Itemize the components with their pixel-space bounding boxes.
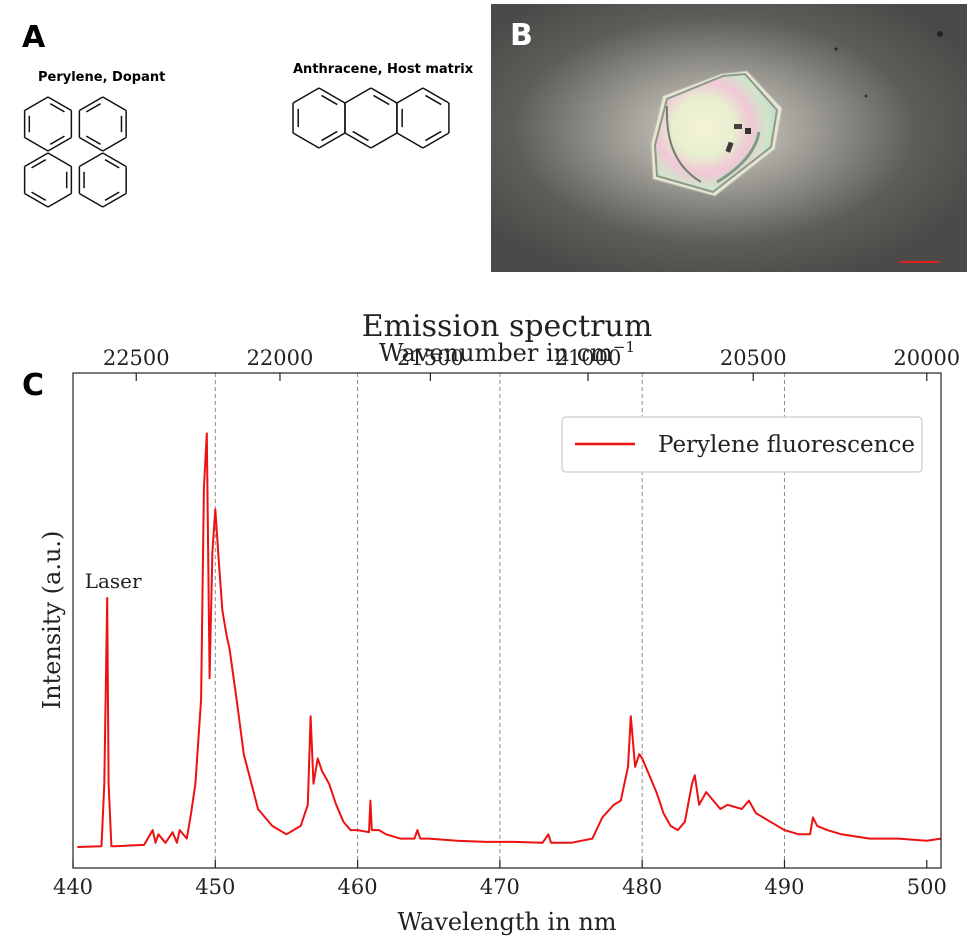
top-tick-label: 21500 [397,346,464,370]
bond [102,136,127,152]
bond [370,132,398,149]
laser-annotation: Laser [85,569,142,593]
double-bond [373,94,390,106]
bond [102,152,127,168]
double-bond [31,191,47,201]
perylene-structure [23,96,127,208]
secondary-axis-label: Wavenumber in cm−1 [379,338,635,367]
top-tick-label: 22000 [247,346,314,370]
plot-frame [72,372,942,869]
bond [102,192,127,208]
series-perylene-fluorescence-line [77,432,942,848]
molecule-structures [23,87,450,208]
double-bond [104,191,120,201]
panel-c-letter: C [22,368,45,403]
bond [47,152,72,168]
x-tick-label: 490 [764,875,804,899]
double-bond [31,159,47,169]
legend-label: Perylene fluorescence [658,432,915,458]
top-tick-label: 22500 [103,346,170,370]
double-bond [85,103,101,113]
bond [47,192,72,208]
double-bond [321,94,338,106]
bond [422,87,450,104]
bond [24,96,49,112]
bond [102,96,127,112]
double-bond [49,103,65,113]
bond [422,132,450,149]
perylene-label: Perylene, Dopant [38,70,166,85]
x-tick-label: 480 [622,875,662,899]
x-tick-label: 440 [53,875,93,899]
legend: Perylene fluorescence [561,416,923,473]
bond [292,87,320,104]
double-bond [425,94,442,106]
bond [370,87,398,104]
anthracene-structure [292,87,450,149]
x-tick-label: 450 [195,875,235,899]
bond [292,132,320,149]
panel-a-letter: A [22,20,46,55]
x-axis-label: Wavelength in nm [397,908,616,936]
grid-lines [214,373,785,868]
bond [24,192,49,208]
bottom-axis-ticks: 440 450 460 470 480 490 500 [53,860,947,899]
bond [344,132,372,149]
bond [24,136,49,152]
x-tick-label: 470 [480,875,520,899]
bond [344,87,372,104]
top-tick-label: 21000 [555,346,622,370]
bond [79,192,104,208]
double-bond [321,130,338,142]
bond [318,87,346,104]
bond [79,136,104,152]
bond [24,152,49,168]
bond [47,136,72,152]
double-bond [85,135,101,145]
bond [396,87,424,104]
top-tick-label: 20000 [893,346,960,370]
double-bond [104,159,120,169]
chart-title: Emission spectrum [362,309,653,344]
bond [79,152,104,168]
panel-b-letter: B [510,18,533,53]
anthracene-label: Anthracene, Host matrix [293,62,474,77]
bond [396,132,424,149]
top-tick-label: 20500 [720,346,787,370]
emission-spectrum-chart: 440 450 460 470 480 490 500 22500 22000 21500 210… [38,309,960,936]
double-bond [49,135,65,145]
x-tick-label: 500 [907,875,947,899]
y-axis-label: Intensity (a.u.) [38,531,66,710]
bond [79,96,104,112]
crystal-microscope-image [491,4,967,272]
double-bond [352,130,369,142]
bond [47,96,72,112]
bond [318,132,346,149]
double-bond [425,130,442,142]
top-axis-ticks: 22500 22000 21500 21000 20500 20000 [103,346,960,381]
legend-box [561,416,923,473]
x-tick-label: 460 [338,875,378,899]
